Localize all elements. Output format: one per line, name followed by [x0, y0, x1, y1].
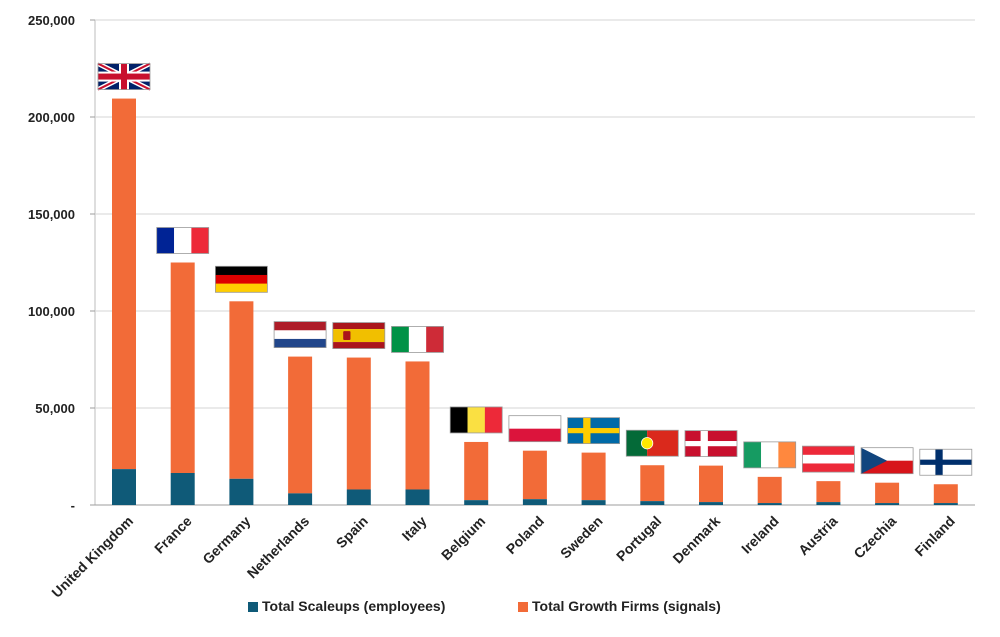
bar-growth-firms-france: [170, 262, 195, 473]
bar-scaleups-spain: [346, 489, 371, 505]
x-category-label: Belgium: [438, 513, 488, 563]
austria-flag-icon: [802, 445, 855, 473]
bar-scaleups-ireland: [757, 503, 782, 505]
bar-growth-firms-ireland: [757, 476, 782, 504]
bar-scaleups-italy: [405, 489, 430, 505]
bar-scaleups-czechia: [875, 503, 900, 505]
uk-flag-icon: [96, 61, 152, 92]
ireland-flag-icon: [743, 441, 797, 469]
bar-scaleups-sweden: [581, 500, 606, 505]
x-category-label: Denmark: [669, 513, 723, 567]
netherlands-flag-icon: [273, 321, 327, 348]
bar-growth-firms-italy: [405, 361, 430, 490]
legend-label-growth-firms: Total Growth Firms (signals): [532, 598, 721, 614]
x-category-label: Austria: [795, 513, 841, 559]
x-category-label: Sweden: [557, 513, 606, 562]
legend-label-scaleups: Total Scaleups (employees): [262, 598, 445, 614]
bar-scaleups-france: [170, 472, 195, 505]
bar-scaleups-poland: [522, 499, 547, 505]
bar-growth-firms-spain: [346, 357, 371, 490]
bar-growth-firms-poland: [522, 450, 547, 500]
spain-flag-icon: [332, 322, 386, 349]
czechia-flag-icon: [860, 447, 914, 475]
bar-growth-firms-denmark: [699, 465, 723, 503]
italy-flag-icon: [391, 326, 444, 353]
bar-scaleups-finland: [933, 503, 958, 505]
germany-flag-icon: [214, 265, 268, 293]
x-category-label: Ireland: [738, 513, 782, 557]
bar-growth-firms-germany: [229, 301, 254, 479]
bar-growth-firms-belgium: [464, 441, 489, 501]
x-category-label: Poland: [503, 513, 547, 557]
x-category-label: United Kingdom: [48, 513, 136, 601]
belgium-flag-icon: [449, 406, 503, 434]
x-category-label: Italy: [398, 513, 429, 544]
x-category-label: Germany: [199, 513, 253, 567]
x-category-label: Netherlands: [244, 513, 313, 582]
y-tick-label: -: [71, 498, 75, 513]
bar-growth-firms-sweden: [581, 452, 606, 501]
bar-growth-firms-portugal: [640, 465, 665, 502]
bar-growth-firms-finland: [933, 484, 958, 504]
bar-growth-firms-netherlands: [288, 356, 313, 494]
bar-scaleups-belgium: [464, 500, 489, 505]
x-category-label: Czechia: [850, 513, 899, 562]
bar-scaleups-germany: [229, 478, 254, 505]
y-tick-label: 150,000: [28, 207, 75, 222]
portugal-flag-icon: [625, 429, 679, 457]
y-tick-label: 200,000: [28, 110, 75, 125]
bar-growth-firms-austria: [816, 481, 841, 503]
bar-growth-firms-united-kingdom: [112, 98, 136, 470]
bar-scaleups-portugal: [640, 501, 665, 505]
denmark-flag-icon: [684, 430, 738, 458]
x-category-label: Portugal: [613, 513, 664, 564]
legend-swatch-scaleups: [248, 602, 258, 612]
bar-growth-firms-czechia: [875, 482, 900, 504]
x-category-label: Finland: [911, 513, 958, 560]
x-category-label: Spain: [333, 513, 371, 551]
bar-scaleups-united-kingdom: [112, 469, 136, 505]
finland-flag-icon: [919, 448, 973, 476]
poland-flag-icon: [508, 415, 562, 443]
france-flag-icon: [156, 227, 210, 254]
y-tick-label: 50,000: [35, 401, 75, 416]
bar-scaleups-denmark: [699, 502, 723, 505]
sweden-flag-icon: [567, 417, 620, 445]
bar-scaleups-netherlands: [288, 493, 313, 505]
y-tick-label: 250,000: [28, 13, 75, 28]
y-tick-label: 100,000: [28, 304, 75, 319]
x-category-label: France: [151, 513, 195, 557]
legend-swatch-growth-firms: [518, 602, 528, 612]
bar-scaleups-austria: [816, 502, 841, 505]
